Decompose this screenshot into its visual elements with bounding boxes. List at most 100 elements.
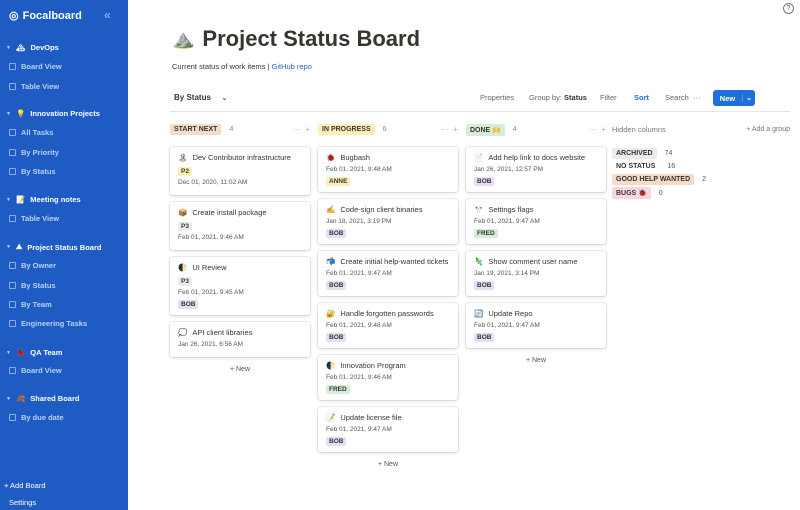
- card-date: Jan 19, 2021, 3:14 PM: [474, 270, 540, 277]
- card-icon: 🎌: [474, 205, 484, 214]
- card-date: Jan 26, 2021, 12:57 PM: [474, 166, 544, 173]
- sidebar-board[interactable]: ▼ 🍂 Shared Board: [6, 394, 80, 403]
- column-options-icon[interactable]: ···: [588, 125, 597, 134]
- sidebar-view[interactable]: By Team: [9, 300, 137, 309]
- card-title: Code-sign client binaries: [340, 205, 423, 214]
- github-repo-link[interactable]: GitHub repo: [271, 62, 312, 71]
- card[interactable]: 🔄 Update Repo Feb 01, 2021, 9:47 AM BOB: [466, 303, 606, 348]
- card[interactable]: 📄 Add help link to docs website Jan 26, 20…: [466, 147, 606, 192]
- triangle-down-icon[interactable]: ▼: [6, 395, 11, 402]
- hidden-group[interactable]: GOOD HELP WANTED 2: [612, 174, 790, 185]
- sidebar-board[interactable]: ▼ 💡 Innovation Projects: [6, 109, 100, 118]
- card[interactable]: 🦎 Show comment user name Jan 19, 2021, 3:1…: [466, 251, 606, 296]
- card[interactable]: 🔐 Handle forgotten passwords Feb 01, 2021,…: [318, 303, 458, 348]
- add-card-icon[interactable]: +: [453, 125, 458, 134]
- more-options-button[interactable]: ···: [693, 93, 701, 102]
- card[interactable]: 📬 Create initial help-wanted tickets Feb 0…: [318, 251, 458, 296]
- sidebar-view[interactable]: By Status: [9, 167, 137, 176]
- card-title: UI Review: [192, 263, 227, 272]
- divider: [170, 111, 790, 112]
- sidebar-view[interactable]: By due date: [9, 413, 137, 422]
- board-column: DONE 🙌 4 ··· + 📄 Add help link to docs websi…: [466, 123, 606, 364]
- view-icon: [9, 168, 16, 175]
- card-icon: 🌓: [326, 361, 336, 370]
- card-icon: 🦎: [474, 257, 484, 266]
- sidebar-board[interactable]: ▼ 🐞 QA Team: [6, 348, 63, 357]
- sidebar-view[interactable]: All Tasks: [9, 128, 137, 137]
- sidebar-view[interactable]: By Status: [9, 281, 137, 290]
- sidebar-view[interactable]: Board View: [9, 62, 137, 71]
- triangle-down-icon[interactable]: ▼: [6, 110, 11, 117]
- column-title[interactable]: DONE 🙌: [466, 123, 505, 136]
- view-icon: [9, 129, 16, 136]
- card[interactable]: 🐞 Bugbash Feb 01, 2021, 9:48 AM ANNE: [318, 147, 458, 192]
- card-icon: 🐞: [326, 153, 336, 162]
- card[interactable]: 🎌 Settings flags Feb 01, 2021, 9:47 AM FRED: [466, 199, 606, 244]
- card-date: Feb 01, 2021, 9:46 AM: [178, 234, 244, 241]
- focalboard-logo-icon: ◎: [9, 10, 19, 22]
- sort-button[interactable]: Sort: [634, 93, 649, 102]
- add-card-icon[interactable]: +: [305, 125, 310, 134]
- column-count: 4: [512, 126, 517, 133]
- column-options-icon[interactable]: ···: [292, 125, 301, 134]
- triangle-down-icon[interactable]: ▼: [6, 244, 11, 250]
- card-icon: 📦: [178, 208, 188, 217]
- view-selector[interactable]: By Status ⌄: [174, 93, 228, 102]
- sidebar-view[interactable]: By Owner: [9, 261, 137, 270]
- column-title[interactable]: IN PROGRESS: [318, 124, 375, 135]
- add-new-card-button[interactable]: + New: [229, 366, 251, 373]
- card-icon: 📄: [474, 153, 484, 162]
- sidebar-board[interactable]: ▼ 🏔 DevOps: [6, 43, 59, 52]
- filter-button[interactable]: Filter: [600, 93, 617, 102]
- sidebar-view[interactable]: Engineering Tasks: [9, 319, 137, 328]
- view-icon: [9, 215, 16, 222]
- properties-button[interactable]: Properties: [480, 93, 515, 102]
- group-by-button[interactable]: Group by: Status: [529, 93, 587, 102]
- person-tag: FRED: [474, 229, 498, 238]
- settings-button[interactable]: Settings: [9, 498, 37, 507]
- view-icon: [9, 320, 16, 327]
- new-button[interactable]: New ⌄: [713, 90, 755, 106]
- add-new-card-button[interactable]: + New: [377, 461, 399, 468]
- page-title: ⛰️ Project Status Board: [172, 26, 421, 51]
- triangle-down-icon[interactable]: ▼: [6, 196, 11, 203]
- card-date: Feb 01, 2021, 9:45 AM: [178, 289, 244, 296]
- sidebar-board[interactable]: ▼ ⛰ Project Status Board: [6, 242, 102, 252]
- card[interactable]: 🌓 UI Review P3 Feb 01, 2021, 9:45 AM BOB: [170, 257, 310, 315]
- search-button[interactable]: Search: [665, 93, 689, 102]
- add-card-icon[interactable]: +: [601, 125, 606, 134]
- chevron-down-icon[interactable]: ⌄: [742, 94, 755, 102]
- sidebar-view[interactable]: Table View: [9, 214, 137, 223]
- sidebar-view[interactable]: Board View: [9, 366, 137, 375]
- add-board-button[interactable]: + Add Board: [4, 481, 46, 490]
- person-tag: FRED: [326, 385, 350, 394]
- person-tag: BOB: [326, 229, 347, 238]
- sidebar-view[interactable]: By Priority: [9, 148, 137, 157]
- triangle-down-icon[interactable]: ▼: [6, 44, 11, 51]
- card[interactable]: 📝 Update license file Feb 01, 2021, 9:47 A…: [318, 407, 458, 452]
- card-date: Feb 01, 2021, 9:47 AM: [474, 322, 540, 329]
- person-tag: BOB: [178, 300, 199, 309]
- card[interactable]: 💭 API client libraries Jan 26, 2021, 6:56 …: [170, 322, 310, 357]
- sidebar-board[interactable]: ▼ 📝 Meeting notes: [6, 195, 81, 204]
- add-new-card-button[interactable]: + New: [525, 357, 547, 364]
- hidden-group[interactable]: ARCHIVED 74: [612, 148, 790, 159]
- hidden-group[interactable]: NO STATUS 16: [616, 163, 676, 170]
- hidden-group[interactable]: BUGS 🐞 0: [612, 187, 790, 199]
- triangle-down-icon[interactable]: ▼: [6, 349, 11, 356]
- card[interactable]: 🏝 Dev Contributor infrastructure P2 Dec 01,…: [170, 147, 310, 195]
- person-tag: BOB: [474, 281, 495, 290]
- card[interactable]: ✍️ Code-sign client binaries Jan 18, 2021,…: [318, 199, 458, 244]
- card-title: Handle forgotten passwords: [340, 309, 434, 318]
- card-icon: 📬: [326, 257, 336, 266]
- card[interactable]: 🌓 Innovation Program Feb 01, 2021, 9:46 AM…: [318, 355, 458, 400]
- add-group-button[interactable]: + Add a group: [746, 126, 790, 133]
- collapse-sidebar-icon[interactable]: «: [104, 8, 111, 22]
- sidebar-view[interactable]: Table View: [9, 82, 137, 91]
- card[interactable]: 📦 Create install package P3 Feb 01, 2021, 9…: [170, 202, 310, 250]
- column-options-icon[interactable]: ···: [440, 125, 449, 134]
- brand[interactable]: ◎ Focalboard: [9, 9, 82, 23]
- card-date: Feb 01, 2021, 9:46 AM: [326, 374, 392, 381]
- help-icon[interactable]: ?: [783, 3, 794, 14]
- column-title[interactable]: START NEXT: [170, 124, 222, 135]
